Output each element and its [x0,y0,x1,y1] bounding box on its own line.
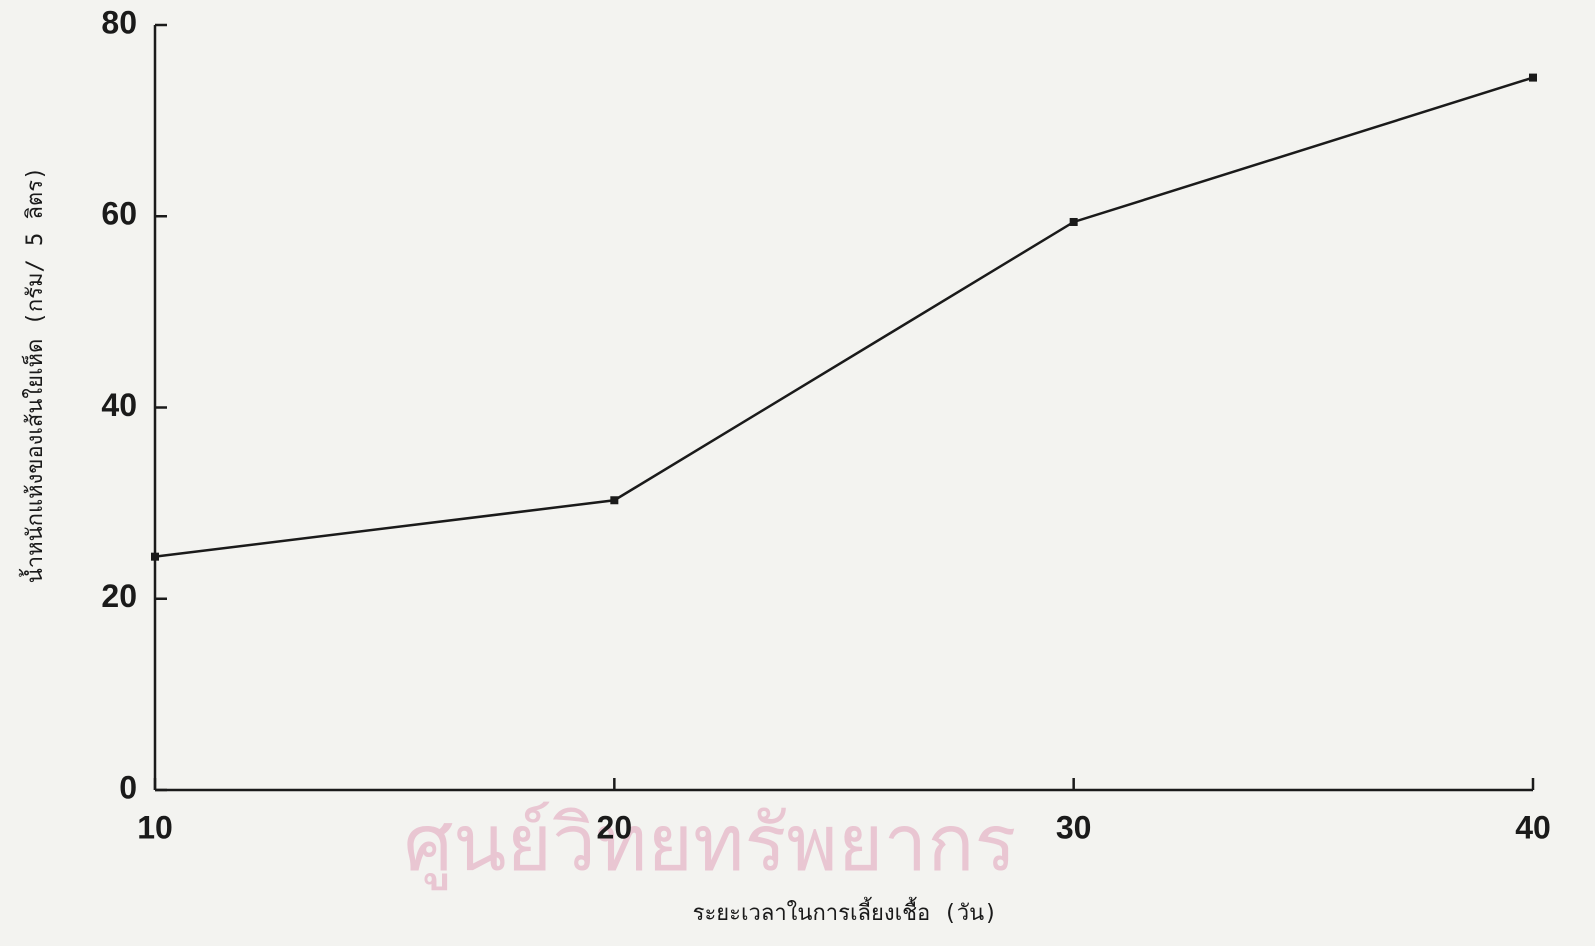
y-axis-label: น้ำหนักแห้งของเส้นใยเห็ด (กรัม/ 5 ลิตร) [19,167,48,584]
y-tick-label: 60 [101,196,137,232]
y-tick-label: 20 [101,578,137,614]
chart: ศูนย์วิทยทรัพยากร ระยะเวลาในการเลี้ยงเชื… [0,0,1595,946]
watermark: ศูนย์วิทยทรัพยากร [404,799,1017,890]
y-tick-label: 0 [119,769,137,805]
x-tick-label: 10 [137,809,173,845]
x-tick-label: 40 [1515,809,1551,845]
x-tick-label: 20 [597,809,633,845]
data-point [1529,74,1537,82]
y-tick-label: 40 [101,387,137,423]
y-tick-label: 80 [101,4,137,40]
data-point [610,496,618,504]
data-point [1070,218,1078,226]
x-axis-label: ระยะเวลาในการเลี้ยงเชื้อ (วัน) [693,897,998,926]
x-tick-label: 30 [1056,809,1092,845]
data-point [151,553,159,561]
